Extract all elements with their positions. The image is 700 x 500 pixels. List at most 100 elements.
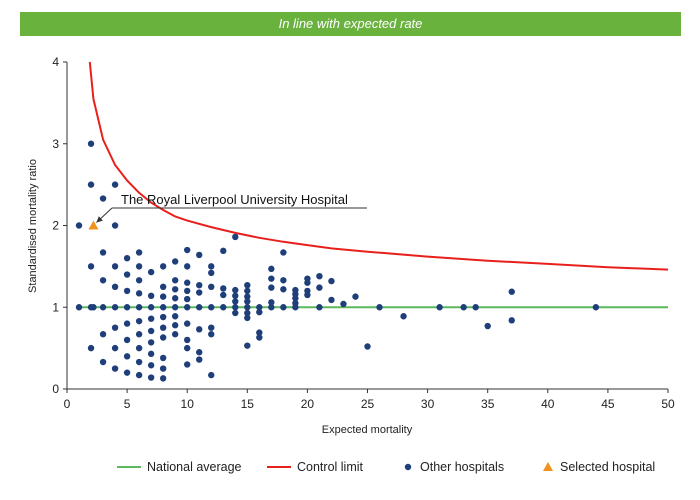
hospital-point (268, 299, 275, 306)
hospital-point (292, 295, 299, 302)
hospital-point (87, 344, 95, 352)
hospital-point (244, 314, 251, 322)
hospital-point (208, 269, 215, 277)
hospital-point (256, 329, 263, 336)
hospital-point (436, 304, 443, 311)
hospital-point (268, 304, 275, 311)
hospital-point (111, 181, 119, 188)
hospital-point (123, 255, 131, 262)
hospital-point (280, 286, 287, 293)
hospital-point (147, 339, 155, 346)
hospital-point (123, 320, 131, 327)
hospital-point (364, 343, 371, 350)
hospital-point (123, 304, 131, 311)
hospital-point (268, 284, 275, 291)
hospital-point (159, 313, 167, 321)
hospital-point (171, 295, 179, 302)
hospital-point (256, 334, 263, 341)
hospital-point (196, 289, 203, 296)
hospital-point (75, 222, 83, 229)
hospital-point (316, 304, 323, 311)
hospital-point (196, 281, 203, 289)
hospital-point (171, 258, 179, 265)
hospital-point (220, 285, 227, 292)
hospital-point (220, 304, 227, 311)
hospital-point (87, 181, 95, 188)
y-tick-label: 2 (52, 219, 59, 233)
hospital-point (87, 263, 95, 270)
hospital-point (232, 309, 239, 317)
hospital-point (244, 304, 251, 311)
hospital-point (196, 251, 203, 259)
hospital-point (244, 293, 251, 300)
hospital-point (111, 304, 119, 311)
hospital-point (196, 356, 203, 363)
hospital-point (135, 249, 143, 256)
hospital-point (135, 371, 143, 379)
hospital-point (352, 293, 359, 300)
hospital-point (123, 353, 131, 360)
hospital-point (111, 283, 119, 291)
hospital-point (135, 331, 143, 338)
hospital-point (328, 277, 335, 285)
hospital-point (256, 308, 263, 316)
hospital-point (244, 309, 251, 317)
hospital-point (184, 295, 191, 303)
national-average-legend-label: National average (147, 460, 242, 474)
hospital-point (280, 304, 287, 311)
hospital-point (147, 292, 155, 300)
hospital-point (135, 344, 143, 352)
hospital-point (208, 371, 215, 379)
hospital-point (232, 292, 239, 300)
hospital-point (184, 320, 191, 327)
hospital-point (111, 324, 119, 331)
hospital-point (340, 300, 347, 308)
hospital-point (220, 247, 227, 255)
hospital-point (232, 233, 239, 241)
hospital-point (184, 336, 191, 344)
hospital-point (123, 369, 131, 376)
other-hospitals-legend-label: Other hospitals (420, 460, 504, 474)
x-tick-label: 30 (421, 397, 435, 411)
hospital-point (171, 322, 179, 329)
hospital-point (184, 263, 191, 270)
hospital-point (147, 327, 155, 335)
hospital-point (111, 263, 119, 270)
y-tick-label: 4 (52, 55, 59, 69)
hospital-point (208, 331, 215, 338)
hospital-point (508, 317, 515, 324)
hospital-point (244, 287, 251, 295)
hospital-point (99, 304, 107, 311)
hospital-point (232, 304, 239, 311)
hospital-point (280, 277, 287, 284)
hospital-point (123, 271, 131, 278)
y-tick-label: 3 (52, 137, 59, 151)
hospital-point (99, 358, 107, 366)
hospital-point (508, 288, 515, 295)
control-limit-line (88, 61, 669, 271)
hospital-point (244, 342, 251, 349)
hospital-point (316, 272, 323, 280)
y-tick-label: 1 (52, 300, 59, 314)
hospital-point (268, 265, 275, 273)
hospital-point (135, 263, 143, 270)
y-tick-label: 0 (52, 382, 59, 396)
hospital-point (244, 281, 251, 289)
hospital-point (159, 324, 167, 331)
hospital-point (111, 222, 119, 229)
hospital-point (135, 317, 143, 325)
hospital-point (184, 304, 191, 311)
x-tick-label: 20 (301, 397, 315, 411)
hospital-point (135, 290, 143, 297)
hospital-point (159, 293, 167, 300)
x-tick-label: 40 (541, 397, 555, 411)
hospital-point (111, 365, 119, 372)
hospital-point (159, 365, 167, 372)
hospital-point (376, 304, 383, 311)
hospital-point (280, 249, 287, 256)
hospital-point (75, 304, 83, 311)
hospital-point (472, 304, 479, 311)
hospital-point (244, 298, 251, 305)
